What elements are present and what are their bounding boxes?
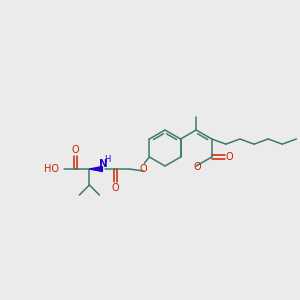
Text: O: O — [112, 183, 119, 193]
Polygon shape — [89, 167, 102, 172]
Text: H: H — [104, 154, 111, 164]
Text: O: O — [226, 152, 234, 162]
Text: HO: HO — [44, 164, 59, 174]
Text: N: N — [99, 159, 108, 169]
Text: O: O — [194, 162, 201, 172]
Text: O: O — [140, 164, 147, 174]
Text: O: O — [72, 145, 79, 155]
